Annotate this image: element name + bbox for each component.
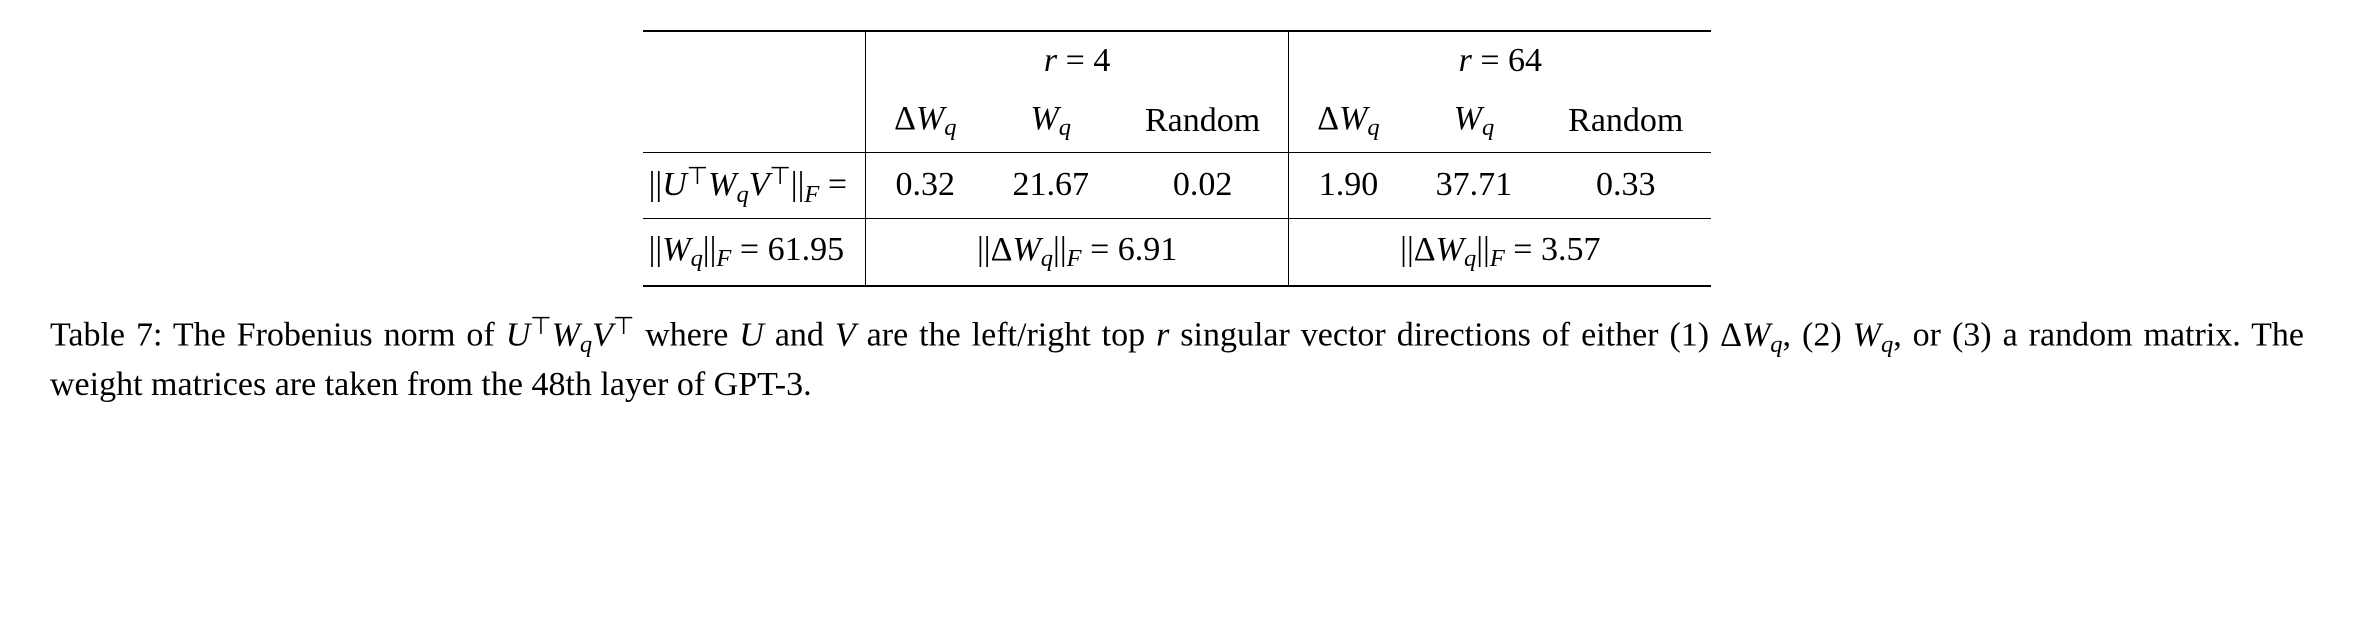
header-col-dWq-r4: ΔWq [866,90,985,152]
cell-r64-dWq: 1.90 [1289,152,1408,218]
header-col-random-r64: Random [1540,90,1711,152]
cell-r4-rand: 0.02 [1117,152,1289,218]
data-row-2: ||Wq||F = 61.95 ||ΔWq||F = 6.91 ||ΔWq||F… [643,218,1712,285]
row1-label: ||U⊤WqV⊤||F = [643,152,866,218]
frobenius-table: r = 4 r = 64 ΔWq Wq Random ΔWq Wq Random [643,30,1712,287]
header-row-1: r = 4 r = 64 [643,31,1712,90]
row2-cell-3: ||ΔWq||F = 3.57 [1289,218,1712,285]
cell-r64-rand: 0.33 [1540,152,1711,218]
header-col-Wq-r64: Wq [1408,90,1541,152]
caption-lead: Table 7: [50,316,162,353]
cell-r4-dWq: 0.32 [866,152,985,218]
row2-cell-1: ||Wq||F = 61.95 [643,218,866,285]
cell-r4-Wq: 21.67 [985,152,1118,218]
header-row-2: ΔWq Wq Random ΔWq Wq Random [643,90,1712,152]
row2-cell-2: ||ΔWq||F = 6.91 [866,218,1289,285]
table-container: r = 4 r = 64 ΔWq Wq Random ΔWq Wq Random [50,30,2304,287]
data-row-1: ||U⊤WqV⊤||F = 0.32 21.67 0.02 1.90 37.71… [643,152,1712,218]
header-col-dWq-r64: ΔWq [1289,90,1408,152]
table-caption: Table 7: The Frobenius norm of U⊤WqV⊤ wh… [50,309,2304,408]
header-col-random-r4: Random [1117,90,1289,152]
header-col-Wq-r4: Wq [985,90,1118,152]
header-group-r4: r = 4 [866,31,1289,90]
header-group-r64: r = 64 [1289,31,1712,90]
cell-r64-Wq: 37.71 [1408,152,1541,218]
